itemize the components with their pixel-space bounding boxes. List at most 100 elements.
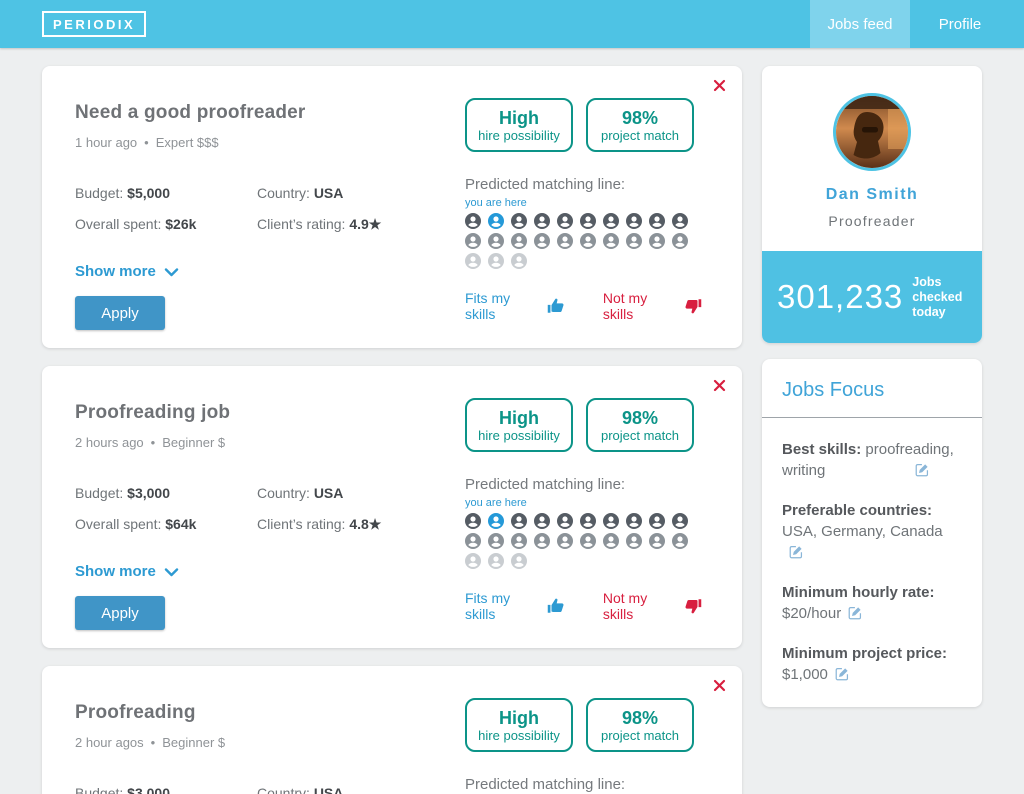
person-icon bbox=[511, 513, 527, 529]
job-feed-list: Need a good proofreader 1 hour ago • Exper… bbox=[42, 66, 742, 794]
person-icon bbox=[534, 533, 550, 549]
person-icon bbox=[626, 533, 642, 549]
person-icon bbox=[511, 253, 527, 269]
project-match-badge: 98% project match bbox=[586, 398, 694, 452]
job-budget: Budget: $3,000 bbox=[75, 785, 170, 794]
edit-icon[interactable] bbox=[835, 667, 849, 681]
person-icon bbox=[465, 513, 481, 529]
job-card: Proofreading job 2 hours ago • Beginner $ … bbox=[42, 366, 742, 648]
profile-name: Dan Smith bbox=[825, 186, 919, 203]
person-icon bbox=[534, 233, 550, 249]
person-icon bbox=[557, 213, 573, 229]
jobs-focus-item-label: Minimum hourly rate: bbox=[782, 584, 935, 601]
job-title: Need a good proofreader bbox=[75, 102, 306, 123]
job-overall-spent: Overall spent: $64k bbox=[75, 516, 197, 532]
person-icon bbox=[511, 553, 527, 569]
job-subtitle: 1 hour ago • Expert $$$ bbox=[75, 135, 465, 151]
matching-line-row bbox=[465, 513, 702, 529]
jobs-focus-item: Preferable countries: USA, Germany, Cana… bbox=[782, 500, 958, 563]
matching-line-row bbox=[465, 213, 702, 229]
person-icon bbox=[603, 213, 619, 229]
job-details: Budget: $3,000 Country: USA Overall spen… bbox=[75, 484, 465, 533]
person-icon bbox=[488, 533, 504, 549]
not-my-skills-button[interactable]: Not my skills bbox=[603, 590, 702, 622]
job-title: Proofreading bbox=[75, 702, 196, 723]
dot-separator: • bbox=[150, 435, 156, 450]
person-icon bbox=[465, 553, 481, 569]
jobs-focus-item-value: $20/hour bbox=[782, 605, 842, 622]
person-icon bbox=[626, 233, 642, 249]
not-my-skills-button[interactable]: Not my skills bbox=[603, 290, 702, 322]
job-posted-time: 2 hour agos bbox=[75, 735, 144, 750]
job-budget: Budget: $5,000 bbox=[75, 185, 170, 201]
jobs-focus-item: Minimum hourly rate: $20/hour bbox=[782, 582, 958, 624]
person-icon bbox=[534, 513, 550, 529]
predicted-matching-line-label: Predicted matching line: bbox=[465, 476, 626, 493]
hire-possibility-badge: High hire possibility bbox=[465, 398, 573, 452]
jobs-focus-item-label: Preferable countries: bbox=[782, 502, 933, 519]
job-subtitle: 2 hour agos • Beginner $ bbox=[75, 735, 465, 751]
person-icon bbox=[488, 233, 504, 249]
person-icon bbox=[626, 513, 642, 529]
person-icon bbox=[672, 513, 688, 529]
job-details: Budget: $5,000 Country: USA Overall spen… bbox=[75, 184, 465, 233]
job-country: Country: USA bbox=[257, 485, 344, 501]
apply-button[interactable]: Apply bbox=[75, 596, 165, 630]
job-level: Expert $$$ bbox=[155, 135, 219, 150]
tab-jobs-feed[interactable]: Jobs feed bbox=[810, 0, 910, 48]
show-more-link[interactable]: Show more bbox=[75, 263, 179, 281]
sidebar: Dan Smith Proofreader 301,233 Jobs check… bbox=[762, 66, 982, 794]
jobs-checked-stat: 301,233 Jobs checked today bbox=[762, 251, 982, 343]
stat-label: Jobs checked today bbox=[912, 274, 963, 319]
thumbs-down-icon bbox=[684, 297, 702, 315]
apply-button[interactable]: Apply bbox=[75, 296, 165, 330]
predicted-matching-line-label: Predicted matching line: bbox=[465, 776, 626, 793]
job-title: Proofreading job bbox=[75, 402, 231, 423]
person-icon bbox=[649, 213, 665, 229]
top-navigation-bar: PERIODIX Jobs feed Profile bbox=[0, 0, 1024, 48]
fits-my-skills-button[interactable]: Fits my skills bbox=[465, 590, 565, 622]
person-icon bbox=[534, 213, 550, 229]
edit-icon[interactable] bbox=[915, 463, 929, 477]
profile-card: Dan Smith Proofreader 301,233 Jobs check… bbox=[762, 66, 982, 343]
person-icon bbox=[649, 233, 665, 249]
person-icon bbox=[580, 513, 596, 529]
person-icon bbox=[511, 233, 527, 249]
edit-icon[interactable] bbox=[848, 606, 862, 620]
jobs-focus-item-value: USA, Germany, Canada bbox=[782, 523, 943, 540]
job-level: Beginner $ bbox=[162, 735, 226, 750]
job-details: Budget: $3,000 Country: USA bbox=[75, 784, 465, 794]
jobs-focus-item-value: $1,000 bbox=[782, 666, 828, 683]
person-icon bbox=[557, 513, 573, 529]
project-match-badge: 98% project match bbox=[586, 698, 694, 752]
fits-my-skills-button[interactable]: Fits my skills bbox=[465, 290, 565, 322]
edit-icon[interactable] bbox=[789, 545, 803, 559]
close-icon[interactable] bbox=[713, 79, 726, 92]
job-card: Proofreading 2 hour agos • Beginner $ Budg… bbox=[42, 666, 742, 794]
tab-profile[interactable]: Profile bbox=[938, 15, 982, 33]
dot-separator: • bbox=[150, 735, 156, 750]
hire-possibility-badge: High hire possibility bbox=[465, 698, 573, 752]
jobs-focus-item-value: proofreading, writing bbox=[782, 441, 954, 479]
close-icon[interactable] bbox=[713, 679, 726, 692]
matching-line-row bbox=[465, 233, 702, 249]
job-card: Need a good proofreader 1 hour ago • Exper… bbox=[42, 66, 742, 348]
periodix-logo: PERIODIX bbox=[42, 11, 147, 37]
matching-line bbox=[465, 213, 702, 269]
person-icon bbox=[511, 533, 527, 549]
person-icon bbox=[488, 253, 504, 269]
person-icon bbox=[580, 533, 596, 549]
jobs-focus-item: Minimum project price: $1,000 bbox=[782, 643, 958, 685]
job-country: Country: USA bbox=[257, 185, 344, 201]
person-icon bbox=[465, 213, 481, 229]
matching-line-row bbox=[465, 553, 702, 569]
hire-possibility-badge: High hire possibility bbox=[465, 98, 573, 152]
person-icon bbox=[672, 213, 688, 229]
show-more-link[interactable]: Show more bbox=[75, 563, 179, 581]
job-posted-time: 1 hour ago bbox=[75, 135, 138, 150]
close-icon[interactable] bbox=[713, 379, 726, 392]
predicted-matching-line-label: Predicted matching line: bbox=[465, 176, 626, 193]
person-icon bbox=[649, 533, 665, 549]
person-icon bbox=[649, 513, 665, 529]
person-icon bbox=[511, 213, 527, 229]
